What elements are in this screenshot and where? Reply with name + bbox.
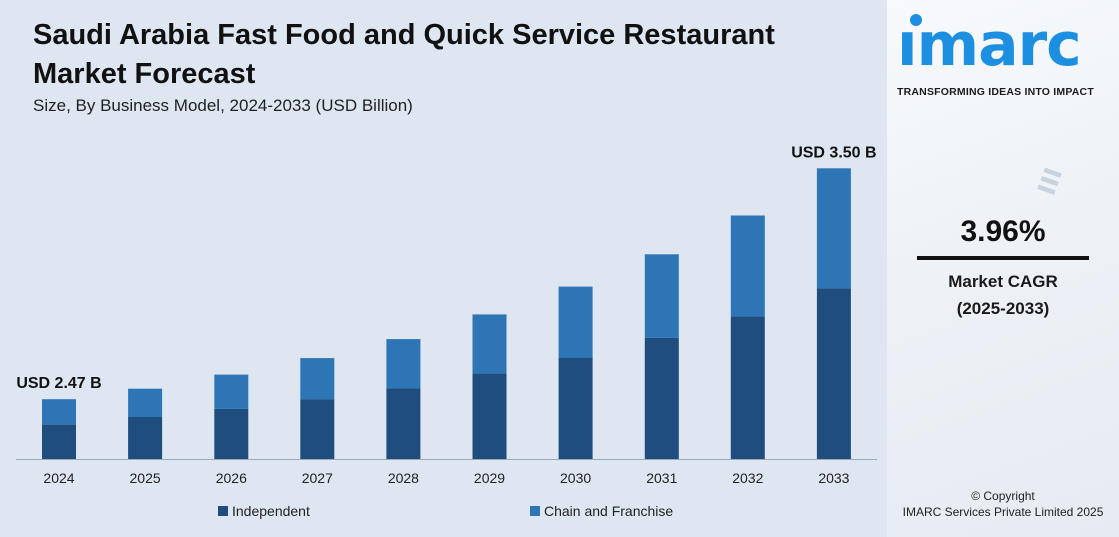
logo-tagline: TRANSFORMING IDEAS INTO IMPACT bbox=[897, 86, 1094, 98]
bar-chain-and-franchise-2029 bbox=[472, 314, 507, 374]
bar-chain-and-franchise-2030 bbox=[558, 286, 593, 358]
bar-independent-2032 bbox=[730, 316, 765, 459]
cagr-value: 3.96% bbox=[960, 215, 1046, 248]
legend-label: Chain and Franchise bbox=[544, 503, 674, 519]
legend-label: Independent bbox=[232, 503, 310, 519]
x-tick-label-2029: 2029 bbox=[474, 470, 505, 486]
cagr-period: (2025-2033) bbox=[956, 299, 1050, 318]
bar-independent-2030 bbox=[558, 357, 593, 459]
data-label-2033: USD 3.50 B bbox=[791, 144, 876, 161]
legend-swatch bbox=[218, 506, 228, 516]
bar-independent-2028 bbox=[386, 388, 421, 459]
chart-legend: Independent Chain and Franchise bbox=[0, 503, 887, 521]
bar-chain-and-franchise-2027 bbox=[300, 358, 335, 400]
copyright-line-1: © Copyright bbox=[971, 489, 1035, 503]
bar-chain-and-franchise-2028 bbox=[386, 339, 421, 389]
chart-title: Saudi Arabia Fast Food and Quick Service… bbox=[33, 19, 775, 90]
bar-chart: 2024 USD 2.47 B 2025 2026 2027 2028 2029 2030 20… bbox=[16, 144, 877, 486]
bar-independent-2029 bbox=[472, 373, 507, 459]
copyright-line-2: IMARC Services Private Limited 2025 bbox=[902, 505, 1104, 519]
chart-panel: Saudi Arabia Fast Food and Quick Service… bbox=[0, 0, 887, 537]
legend-item-chain-and-franchise: Chain and Franchise bbox=[530, 503, 673, 519]
side-panel: ▌▌▌ ımarc TRANSFORMING IDEAS INTO IMPACT… bbox=[887, 0, 1119, 537]
bar-independent-2027 bbox=[300, 399, 335, 459]
bar-chain-and-franchise-2025 bbox=[128, 388, 163, 417]
bar-chain-and-franchise-2031 bbox=[644, 254, 679, 338]
x-tick-label-2033: 2033 bbox=[818, 470, 849, 486]
x-tick-label-2031: 2031 bbox=[646, 470, 677, 486]
bar-independent-2031 bbox=[644, 337, 679, 459]
x-tick-label-2024: 2024 bbox=[43, 470, 74, 486]
legend-item-independent: Independent bbox=[218, 503, 310, 519]
x-tick-label-2032: 2032 bbox=[732, 470, 763, 486]
x-tick-label-2026: 2026 bbox=[216, 470, 247, 486]
x-tick-label-2027: 2027 bbox=[302, 470, 333, 486]
bar-chain-and-franchise-2026 bbox=[214, 374, 249, 409]
legend-swatch bbox=[530, 506, 540, 516]
decorative-background: ▌▌▌ bbox=[1037, 163, 1064, 195]
bar-independent-2026 bbox=[214, 408, 249, 459]
bar-independent-2025 bbox=[128, 417, 163, 459]
x-tick-label-2028: 2028 bbox=[388, 470, 419, 486]
logo-wordmark: ımarc bbox=[897, 10, 1082, 80]
bar-chain-and-franchise-2024 bbox=[42, 399, 76, 425]
x-tick-label-2025: 2025 bbox=[130, 470, 161, 486]
bar-independent-2033 bbox=[816, 288, 851, 459]
bar-chain-and-franchise-2032 bbox=[730, 215, 765, 317]
cagr-label: Market CAGR bbox=[948, 272, 1058, 291]
x-tick-label-2030: 2030 bbox=[560, 470, 591, 486]
logo-dot-icon bbox=[910, 14, 922, 26]
bar-independent-2024 bbox=[42, 424, 76, 459]
cagr-divider bbox=[917, 256, 1089, 260]
imarc-logo: ımarc TRANSFORMING IDEAS INTO IMPACT bbox=[897, 14, 1111, 98]
copyright-notice: © Copyright IMARC Services Private Limit… bbox=[887, 488, 1119, 520]
chart-subtitle: Size, By Business Model, 2024-2033 (USD … bbox=[33, 96, 413, 115]
bar-chain-and-franchise-2033 bbox=[816, 168, 851, 289]
data-label-2024: USD 2.47 B bbox=[16, 375, 101, 392]
